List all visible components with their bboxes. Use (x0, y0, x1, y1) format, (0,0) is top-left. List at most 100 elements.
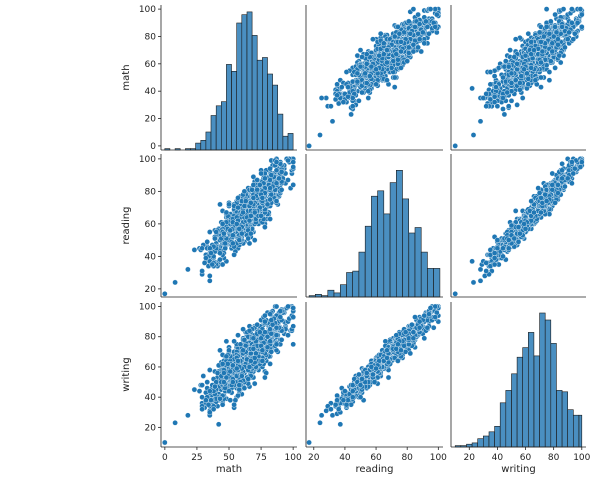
scatter-point (396, 30, 403, 37)
scatter-point (359, 89, 365, 96)
scatter-point (512, 36, 519, 43)
scatter-point (562, 44, 568, 51)
scatter-point (290, 182, 297, 188)
scatter-point (505, 245, 512, 252)
scatter-point (258, 212, 264, 219)
scatter-point (203, 255, 209, 261)
scatter-point (528, 198, 535, 204)
scatter-point (223, 209, 230, 216)
scatter-point (559, 167, 565, 174)
scatter-point (191, 386, 198, 393)
scatter-point (569, 180, 575, 187)
scatter-point (256, 182, 263, 188)
scatter-points-math-vs-reading (306, 6, 442, 149)
scatter-point (398, 39, 404, 45)
scatter-point (206, 277, 213, 284)
scatter-point (224, 361, 231, 367)
scatter-point (349, 103, 356, 109)
scatter-point (209, 261, 216, 268)
scatter-point (549, 48, 556, 55)
scatter-point (356, 98, 362, 104)
scatter-point (508, 80, 515, 86)
scatter-point (208, 250, 214, 256)
scatter-point (577, 6, 584, 12)
scatter-point (219, 261, 226, 268)
scatter-point (235, 332, 241, 339)
scatter-point (373, 66, 379, 73)
scatter-point (494, 237, 501, 243)
scatter-point (384, 77, 390, 83)
scatter-point (517, 230, 523, 237)
scatter-point (577, 164, 584, 170)
scatter-point (247, 230, 254, 237)
scatter-point (236, 225, 243, 232)
scatter-point (538, 59, 544, 66)
scatter-point (285, 157, 291, 164)
scatter-point (508, 222, 515, 229)
scatter-point (424, 24, 431, 30)
scatter-point (222, 240, 228, 247)
scatter-point (522, 225, 529, 232)
scatter-point (410, 41, 417, 48)
scatter-point (569, 19, 575, 26)
scatter-point (470, 279, 477, 286)
scatter-point (560, 6, 567, 12)
scatter-point (390, 58, 397, 64)
scatter-point (206, 273, 213, 279)
scatter-point (349, 78, 356, 85)
hist-bar-math-11 (221, 101, 227, 151)
scatter-point (354, 70, 361, 77)
scatter-point (487, 81, 494, 88)
scatter-points-reading-vs-math (161, 156, 297, 297)
scatter-point (357, 63, 364, 70)
scatter-point (290, 341, 297, 348)
scatter-point (377, 30, 384, 37)
scatter-point (525, 30, 532, 37)
scatter-point (579, 159, 585, 165)
hist-bar-math-24 (287, 133, 294, 151)
scatter-point (246, 327, 253, 334)
scatter-point (264, 344, 271, 351)
scatter-point (407, 30, 414, 37)
scatter-point (535, 185, 542, 191)
scatter-point (555, 41, 561, 48)
scatter-point (238, 230, 245, 237)
hist-bar-reading-11 (377, 190, 385, 298)
hist-bar-reading-12 (383, 213, 391, 298)
scatter-point (401, 29, 407, 36)
scatter-point (362, 70, 369, 77)
scatter-point (536, 29, 543, 36)
y-axis-label-math: math (121, 64, 132, 90)
scatter-point (518, 73, 525, 79)
y-tick-label-reading: 20 (145, 285, 157, 295)
scatter-point (241, 188, 248, 195)
scatter-point (349, 95, 356, 101)
scatter-point (354, 52, 361, 59)
scatter-point (262, 374, 268, 381)
scatter-point (552, 11, 558, 18)
scatter-point (549, 186, 556, 193)
scatter-point (528, 65, 535, 71)
scatter-point (536, 190, 543, 196)
scatter-point (416, 36, 423, 43)
scatter-point (213, 229, 219, 235)
scatter-point (519, 95, 526, 101)
scatter-point (348, 111, 354, 118)
scatter-point (531, 47, 537, 53)
scatter-point (235, 204, 241, 211)
scatter-point (388, 65, 395, 71)
scatter-points-reading-vs-writing (452, 156, 585, 297)
scatter-point (241, 203, 248, 209)
scatter-point (491, 99, 498, 105)
scatter-point (204, 379, 210, 385)
scatter-point (273, 167, 280, 174)
scatter-point (483, 268, 490, 274)
scatter-point (227, 368, 234, 375)
scatter-point (452, 290, 459, 297)
hist-bar-reading-14 (395, 170, 403, 298)
scatter-point (521, 66, 527, 73)
hist-bar-math-14 (236, 22, 243, 151)
scatter-point (543, 198, 550, 204)
scatter-point (245, 235, 251, 242)
scatter-point (515, 238, 522, 245)
